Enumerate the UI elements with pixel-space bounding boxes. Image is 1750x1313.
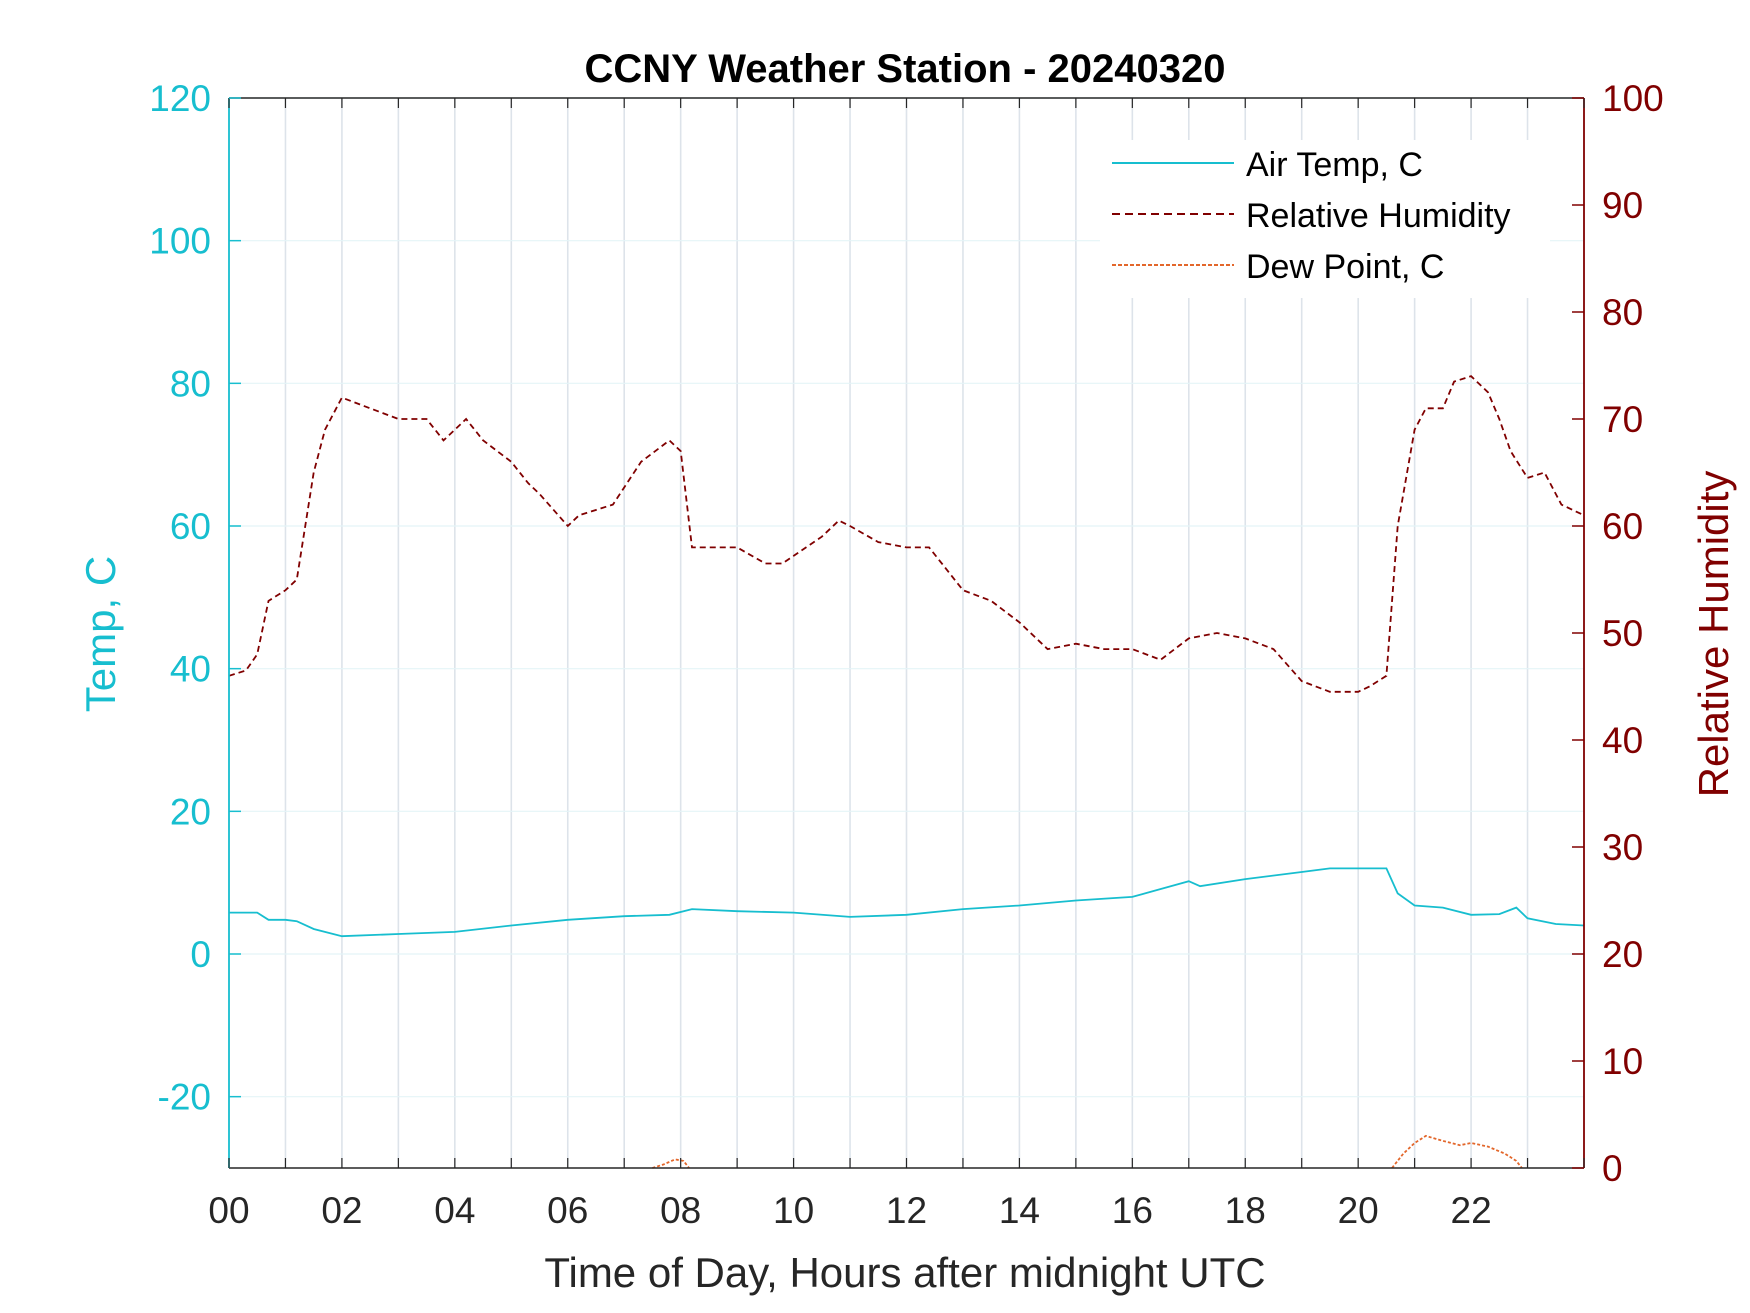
y-axis-right-label: Relative Humidity (1690, 471, 1737, 798)
y-left-tick-label: 80 (170, 363, 211, 404)
x-tick-label: 18 (1225, 1190, 1266, 1231)
legend-label-dew-point: Dew Point, C (1246, 248, 1444, 286)
y-left-tick-label: 100 (149, 221, 211, 262)
legend-label-relative-humidity: Relative Humidity (1246, 197, 1511, 235)
y-right-tick-label: 10 (1602, 1041, 1643, 1082)
x-tick-label: 02 (321, 1190, 362, 1231)
series-layer (228, 375, 1585, 1169)
y-right-tick-label: 50 (1602, 613, 1643, 654)
y-axis-left-label: Temp, C (77, 556, 124, 712)
y-right-tick-label: 80 (1602, 292, 1643, 333)
series-line-air-temp-c (229, 867, 1585, 938)
y-right-tick-label: 0 (1602, 1148, 1623, 1189)
x-tick-label: 16 (1112, 1190, 1153, 1231)
legend-label-air-temp: Air Temp, C (1246, 146, 1423, 184)
x-axis-label: Time of Day, Hours after midnight UTC (544, 1249, 1265, 1296)
y-left-tick-label: 40 (170, 649, 211, 690)
y-left-tick-label: 120 (149, 78, 211, 119)
x-tick-label: 14 (999, 1190, 1040, 1231)
y-right-tick-label: 40 (1602, 720, 1643, 761)
grid-lines (229, 97, 1584, 1168)
y-right-tick-label: 20 (1602, 934, 1643, 975)
chart-title: CCNY Weather Station - 20240320 (585, 47, 1226, 91)
y-right-tick-label: 70 (1602, 399, 1643, 440)
y-left-tick-label: 20 (170, 791, 211, 832)
y-right-tick-label: 30 (1602, 827, 1643, 868)
x-tick-label: 06 (547, 1190, 588, 1231)
y-right-tick-label: 60 (1602, 506, 1643, 547)
x-tick-label: 12 (886, 1190, 927, 1231)
axes (228, 97, 1585, 1169)
x-tick-label: 10 (773, 1190, 814, 1231)
x-tick-label: 20 (1338, 1190, 1379, 1231)
series-line-dew-point-c (652, 1158, 690, 1169)
y-right-tick-label: 100 (1602, 78, 1664, 119)
tick-labels: 00 02 04 06 08 10 12 14 16 18 20 22-200204060801001… (149, 78, 1663, 1231)
y-left-tick-label: 0 (190, 934, 211, 975)
series-line-relative-humidity (228, 375, 1585, 693)
x-tick-label: 08 (660, 1190, 701, 1231)
y-right-tick-label: 90 (1602, 185, 1643, 226)
x-tick-label: 00 (208, 1190, 249, 1231)
x-tick-label: 04 (434, 1190, 475, 1231)
y-left-tick-label: -20 (158, 1077, 211, 1118)
y-left-tick-label: 60 (170, 506, 211, 547)
legend: Air Temp, C Relative Humidity Dew Point,… (1100, 140, 1550, 298)
series-line-dew-point-c (1391, 1134, 1523, 1169)
legend-box (1100, 140, 1550, 298)
x-tick-label: 22 (1451, 1190, 1492, 1231)
